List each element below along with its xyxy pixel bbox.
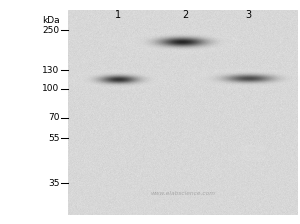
Text: 2: 2 — [182, 10, 188, 20]
Text: 100: 100 — [42, 84, 59, 93]
Text: 250: 250 — [42, 26, 59, 35]
Text: 3: 3 — [245, 10, 251, 20]
Text: www.elabscience.com: www.elabscience.com — [151, 191, 215, 196]
Text: 35: 35 — [48, 179, 59, 188]
Text: 130: 130 — [42, 66, 59, 75]
Text: 70: 70 — [48, 113, 59, 122]
Text: kDa: kDa — [42, 16, 59, 25]
Text: 55: 55 — [48, 134, 59, 143]
Text: 1: 1 — [115, 10, 121, 20]
